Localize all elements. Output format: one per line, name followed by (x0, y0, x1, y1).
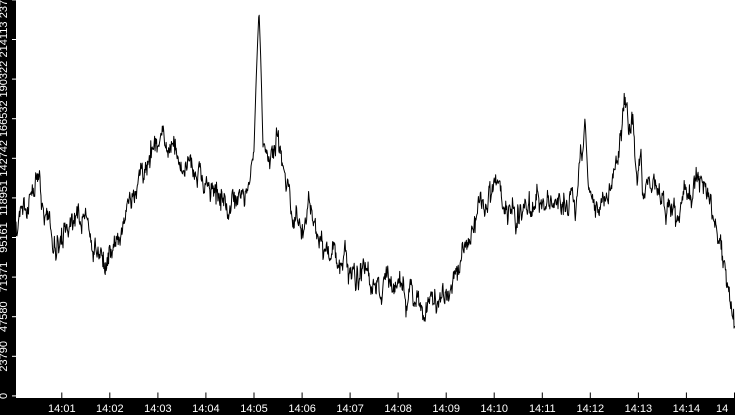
svg-text:14:04: 14:04 (192, 403, 220, 415)
svg-text:14:08: 14:08 (384, 403, 412, 415)
svg-text:14: 14 (716, 403, 728, 415)
svg-text:14:07: 14:07 (336, 403, 364, 415)
svg-text:14:14: 14:14 (673, 403, 701, 415)
svg-text:14:13: 14:13 (625, 403, 653, 415)
svg-text:237903: 237903 (0, 0, 10, 18)
svg-text:190322: 190322 (0, 61, 10, 98)
svg-text:14:02: 14:02 (96, 403, 124, 415)
svg-text:214113: 214113 (0, 22, 10, 58)
svg-text:14:03: 14:03 (144, 403, 172, 415)
svg-text:166532: 166532 (0, 100, 10, 137)
svg-text:14:01: 14:01 (48, 403, 76, 415)
svg-text:23790: 23790 (0, 341, 10, 372)
svg-text:14:05: 14:05 (240, 403, 268, 415)
svg-text:118951: 118951 (0, 180, 10, 216)
svg-text:71371: 71371 (0, 262, 10, 293)
svg-text:142742: 142742 (0, 140, 10, 177)
svg-text:47580: 47580 (0, 301, 10, 332)
svg-text:14:12: 14:12 (577, 403, 605, 415)
svg-text:0: 0 (0, 393, 10, 399)
svg-text:14:11: 14:11 (529, 403, 556, 415)
svg-text:95161: 95161 (0, 222, 10, 253)
svg-text:14:09: 14:09 (432, 403, 460, 415)
svg-text:14:06: 14:06 (288, 403, 316, 415)
svg-text:14:10: 14:10 (480, 403, 508, 415)
